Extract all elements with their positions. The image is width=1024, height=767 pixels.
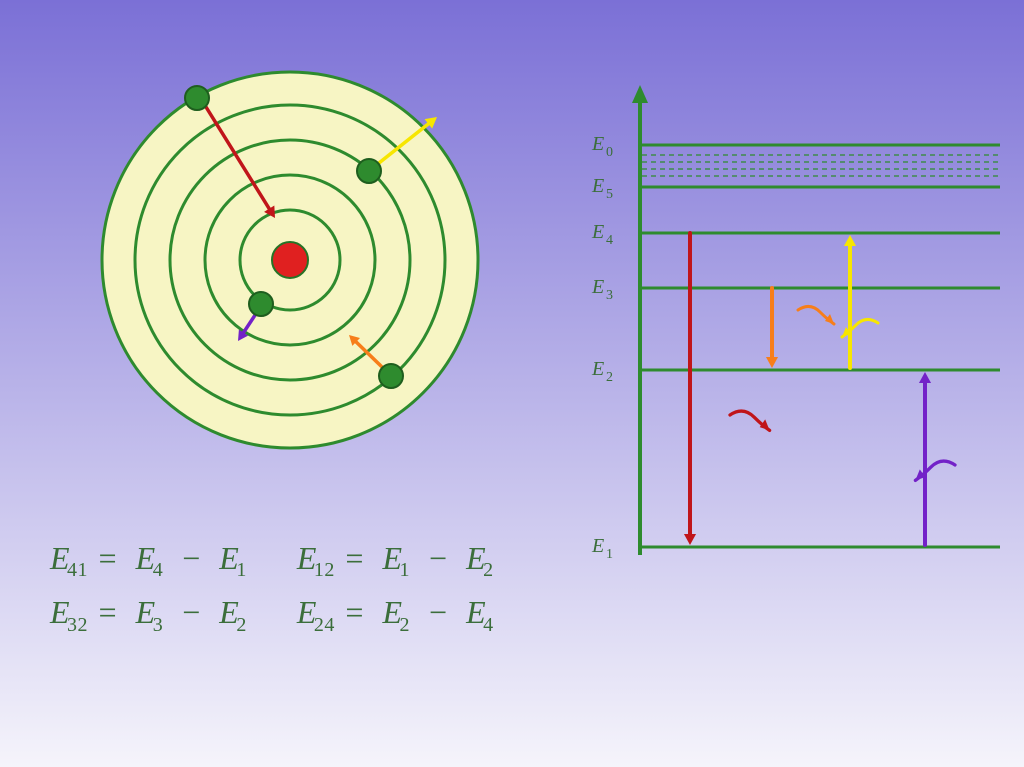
electron-2	[249, 292, 273, 316]
photon-squiggle-1	[842, 319, 878, 337]
transition-arrow-0	[684, 233, 696, 545]
level-label-sub-E1: 1	[606, 547, 613, 562]
photon-squiggle-2	[730, 411, 770, 430]
level-label-E1: E	[591, 535, 604, 557]
eq-rhs1-sub: 1	[400, 559, 411, 581]
transition-arrow-2	[844, 235, 856, 368]
equation-row-1: E32 = E3 − E2E24 = E2 − E4	[50, 594, 494, 636]
equation-0-0: E41 = E4 − E1	[50, 540, 247, 582]
eq-rhs1-sub: 4	[153, 559, 164, 581]
level-label-sub-E5: 5	[606, 187, 613, 202]
equations-block: E41 = E4 − E1E12 = E1 − E2E32 = E3 − E2E…	[50, 540, 494, 649]
level-label-sub-E0: 0	[606, 145, 613, 160]
eq-rhs2-sub: 2	[236, 614, 247, 636]
level-label-E3: E	[591, 276, 604, 298]
eq-rhs2-sub: 4	[483, 614, 494, 636]
level-label-sub-E4: 4	[606, 233, 613, 248]
equation-1-1: E24 = E2 − E4	[297, 594, 494, 636]
slide: E0E5E4E3E2E1 E41 = E4 − E1E12 = E1 − E2E…	[0, 0, 1024, 767]
atom-diagram	[90, 60, 490, 460]
eq-lhs-sub: 32	[67, 614, 88, 636]
level-label-E2: E	[591, 358, 604, 380]
transition-arrow-3	[919, 372, 931, 545]
eq-lhs-sub: 41	[67, 559, 88, 581]
eq-rhs2-sub: 1	[236, 559, 247, 581]
level-label-E0: E	[591, 133, 604, 155]
equation-row-0: E41 = E4 − E1E12 = E1 − E2	[50, 540, 494, 582]
eq-rhs2-sub: 2	[483, 559, 494, 581]
electron-3	[379, 364, 403, 388]
energy-level-diagram: E0E5E4E3E2E1	[560, 85, 1010, 585]
eq-lhs-sub: 24	[314, 614, 335, 636]
eq-lhs-sub: 12	[314, 559, 335, 581]
level-label-sub-E3: 3	[606, 288, 613, 303]
axis-arrowhead-icon	[632, 85, 648, 103]
eq-rhs1-sub: 3	[153, 614, 164, 636]
electron-0	[185, 86, 209, 110]
equation-1-0: E32 = E3 − E2	[50, 594, 247, 636]
level-label-E4: E	[591, 221, 604, 243]
electron-1	[357, 159, 381, 183]
level-label-E5: E	[591, 175, 604, 197]
photon-squiggle-3	[915, 461, 955, 480]
photon-squiggle-0	[798, 306, 834, 324]
eq-rhs1-sub: 2	[400, 614, 411, 636]
equation-0-1: E12 = E1 − E2	[297, 540, 494, 582]
level-label-sub-E2: 2	[606, 370, 613, 385]
transition-arrow-1	[766, 288, 778, 368]
nucleus	[272, 242, 308, 278]
